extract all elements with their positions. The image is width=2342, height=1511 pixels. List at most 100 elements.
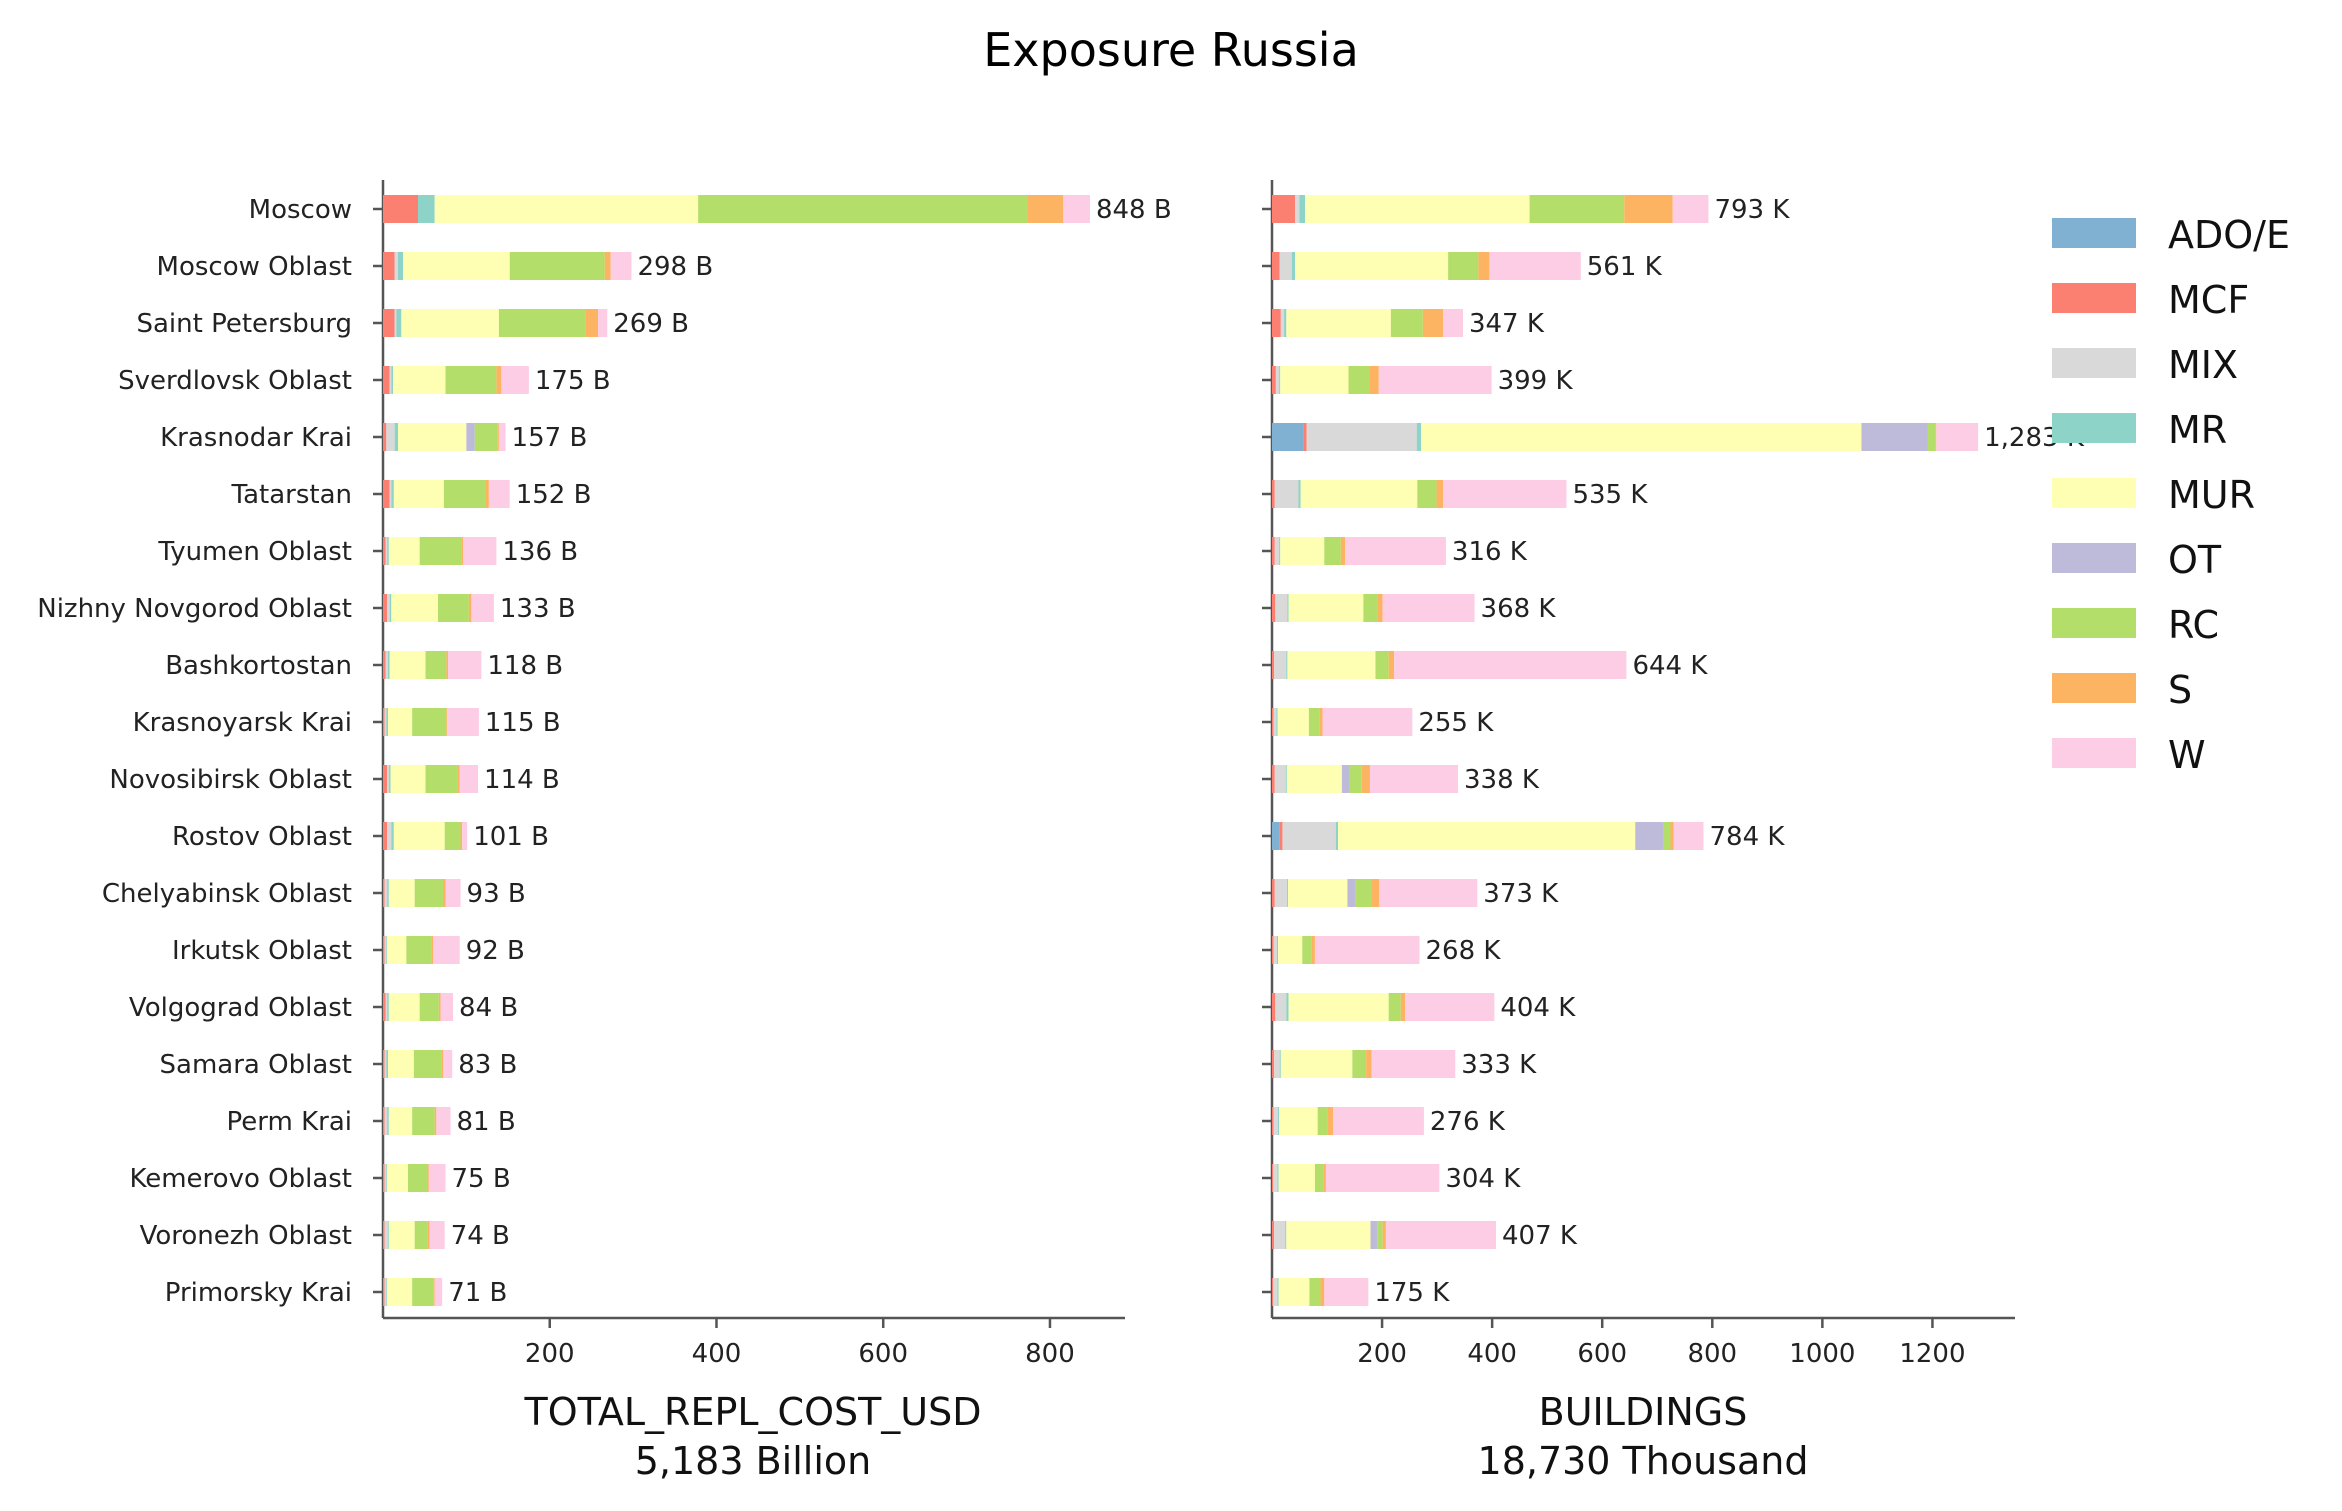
bar-primorsky-krai-mix — [384, 1278, 387, 1306]
bar-krasnodar-krai-ot — [466, 423, 475, 451]
bar-moscow-mix — [1295, 195, 1300, 223]
bar-primorsky-krai-w — [1324, 1278, 1369, 1306]
legend: ADO/E MCF MIX MR MUR OT RC SW — [2052, 213, 2290, 777]
bar-perm-krai-w — [436, 1107, 451, 1135]
bar-tyumen-oblast-mr — [387, 537, 389, 565]
legend-label-ot: OT — [2168, 538, 2222, 582]
bar-samara-oblast-w — [443, 1050, 453, 1078]
bar-krasnodar-krai-s — [497, 423, 499, 451]
bar-moscow-oblast-w — [1489, 252, 1581, 280]
category-label-sverdlovsk-oblast: Sverdlovsk Oblast — [118, 366, 352, 396]
bar-primorsky-krai-mcf — [1272, 1278, 1274, 1306]
x-tick-label: 400 — [692, 1339, 742, 1369]
total-label-irkutsk-oblast: 92 B — [466, 936, 525, 966]
x-axis-total: 18,730 Thousand — [1478, 1439, 1809, 1483]
bar-irkutsk-oblast-s — [431, 936, 434, 964]
bar-volgograd-oblast-rc — [1388, 993, 1401, 1021]
bar-volgograd-oblast-mcf — [1272, 993, 1276, 1021]
legend-swatch-rc — [2052, 608, 2136, 638]
total-label-krasnodar-krai: 157 B — [512, 423, 588, 453]
total-label-perm-krai: 276 K — [1430, 1107, 1506, 1137]
bar-irkutsk-oblast-mix — [384, 936, 387, 964]
bar-novosibirsk-oblast-rc — [1349, 765, 1362, 793]
bar-moscow-oblast-rc — [1448, 252, 1479, 280]
bar-bashkortostan-mur — [1287, 651, 1376, 679]
bar-moscow-oblast-mr — [398, 252, 404, 280]
bar-tyumen-oblast-s — [461, 537, 464, 565]
bar-moscow-mur — [1305, 195, 1530, 223]
bar-moscow-mcf — [383, 195, 419, 223]
bar-novosibirsk-oblast-w — [1369, 765, 1459, 793]
bar-krasnodar-krai-w — [498, 423, 506, 451]
bar-tyumen-oblast-w — [1345, 537, 1446, 565]
bar-saint-petersburg-mr — [1284, 309, 1287, 337]
bar-saint-petersburg-mr — [396, 309, 402, 337]
bar-volgograd-oblast-w — [440, 993, 454, 1021]
category-label-irkutsk-oblast: Irkutsk Oblast — [172, 936, 352, 966]
bar-perm-krai-mcf — [383, 1107, 385, 1135]
bar-sverdlovsk-oblast-s — [1369, 366, 1379, 394]
total-label-nizhny-novgorod-oblast: 133 B — [500, 594, 576, 624]
bar-saint-petersburg-mur — [401, 309, 499, 337]
bar-voronezh-oblast-s — [1382, 1221, 1386, 1249]
bar-rostov-oblast-mcf — [1279, 822, 1283, 850]
bar-moscow-oblast-s — [604, 252, 611, 280]
bar-chelyabinsk-oblast-mix — [384, 879, 388, 907]
bar-moscow-s — [1624, 195, 1673, 223]
bar-novosibirsk-oblast-mix — [1274, 765, 1286, 793]
total-label-voronezh-oblast: 74 B — [451, 1221, 510, 1251]
total-label-tatarstan: 152 B — [516, 480, 592, 510]
bar-chelyabinsk-oblast-s — [443, 879, 446, 907]
bar-primorsky-krai-mr — [1277, 1278, 1279, 1306]
bar-chelyabinsk-oblast-mcf — [1272, 879, 1275, 907]
total-label-perm-krai: 81 B — [457, 1107, 516, 1137]
bar-tatarstan-mcf — [383, 480, 390, 508]
bar-volgograd-oblast-w — [1405, 993, 1495, 1021]
bar-rostov-oblast-mix — [387, 822, 392, 850]
bar-chelyabinsk-oblast-mcf — [383, 879, 385, 907]
category-label-moscow: Moscow — [249, 195, 352, 225]
bar-samara-oblast-mur — [388, 1050, 414, 1078]
bar-bashkortostan-mur — [389, 651, 426, 679]
x-tick-label: 400 — [1467, 1339, 1517, 1369]
bar-moscow-oblast-mix — [1279, 252, 1292, 280]
bar-sverdlovsk-oblast-w — [1378, 366, 1492, 394]
legend-label-s: S — [2168, 668, 2192, 712]
bar-tyumen-oblast-w — [463, 537, 497, 565]
bar-nizhny-novgorod-oblast-rc — [438, 594, 469, 622]
bar-bashkortostan-mix — [385, 651, 389, 679]
bar-kemerovo-oblast-mcf — [383, 1164, 385, 1192]
bar-krasnoyarsk-krai-mr — [386, 708, 389, 736]
category-label-novosibirsk-oblast: Novosibirsk Oblast — [109, 765, 352, 795]
bar-tyumen-oblast-mur — [388, 537, 420, 565]
x-tick-label: 200 — [525, 1339, 575, 1369]
category-label-nizhny-novgorod-oblast: Nizhny Novgorod Oblast — [37, 594, 352, 624]
legend-label-mr: MR — [2168, 408, 2227, 452]
total-label-volgograd-oblast: 404 K — [1500, 993, 1576, 1023]
bar-irkutsk-oblast-mr — [386, 936, 388, 964]
bar-tyumen-oblast-mcf — [1272, 537, 1275, 565]
total-label-rostov-oblast: 784 K — [1709, 822, 1785, 852]
x-tick-label: 200 — [1357, 1339, 1407, 1369]
bar-kemerovo-oblast-mix — [1273, 1164, 1278, 1192]
bar-krasnodar-krai-w — [1936, 423, 1979, 451]
bar-nizhny-novgorod-oblast-mix — [387, 594, 390, 622]
bar-saint-petersburg-w — [1443, 309, 1463, 337]
legend-swatch-ado-e — [2052, 218, 2136, 248]
category-label-perm-krai: Perm Krai — [227, 1107, 352, 1137]
total-label-bashkortostan: 118 B — [487, 651, 563, 681]
bar-novosibirsk-oblast-mr — [1285, 765, 1287, 793]
bar-kemerovo-oblast-w — [1325, 1164, 1440, 1192]
bar-krasnoyarsk-krai-w — [1322, 708, 1413, 736]
total-label-moscow: 793 K — [1714, 195, 1790, 225]
legend-swatch-mcf — [2052, 283, 2136, 313]
total-label-chelyabinsk-oblast: 373 K — [1483, 879, 1559, 909]
bar-sverdlovsk-oblast-mr — [391, 366, 394, 394]
bar-bashkortostan-mix — [1274, 651, 1287, 679]
x-axis-total: 5,183 Billion — [635, 1439, 872, 1483]
category-label-saint-petersburg: Saint Petersburg — [137, 309, 353, 339]
bar-primorsky-krai-rc — [1309, 1278, 1321, 1306]
bar-kemerovo-oblast-rc — [1314, 1164, 1324, 1192]
bar-bashkortostan-rc — [425, 651, 447, 679]
bar-rostov-oblast-mr — [391, 822, 394, 850]
